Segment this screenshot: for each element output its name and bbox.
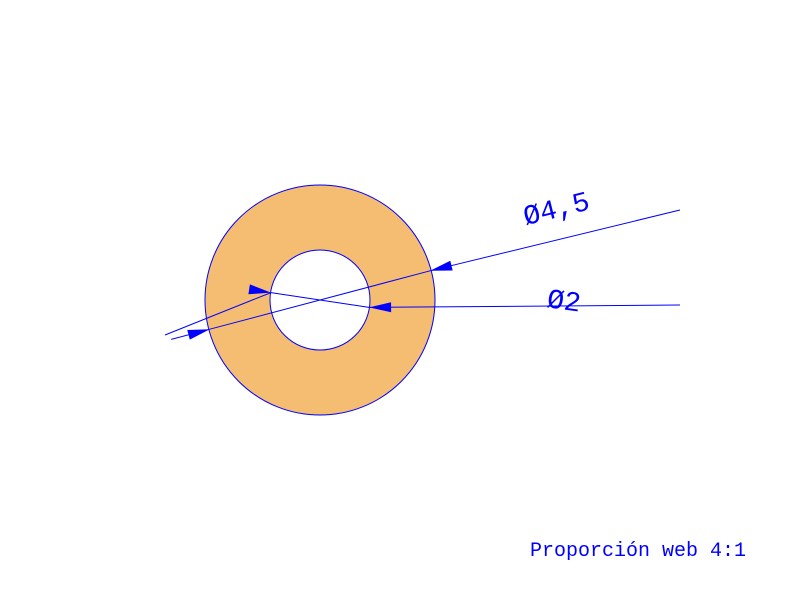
diagram-canvas: Ø4,5 Ø2 Proporción web 4:1 [0, 0, 800, 600]
inner-diameter-label: Ø2 [545, 285, 583, 320]
scale-ratio-label: Proporción web 4:1 [530, 540, 746, 563]
ring-svg [0, 0, 800, 600]
